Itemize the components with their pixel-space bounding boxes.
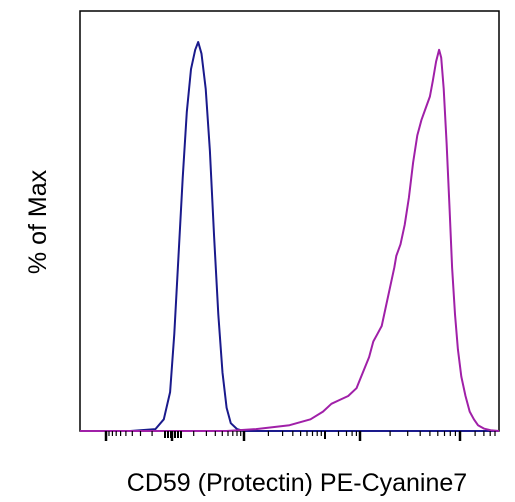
x-axis-title: CD59 (Protectin) PE-Cyanine7 bbox=[127, 469, 467, 497]
series-layer bbox=[80, 41, 500, 432]
y-axis-title: % of Max bbox=[24, 169, 52, 274]
histogram-series-1 bbox=[80, 41, 499, 432]
x-axis-ticks bbox=[104, 431, 496, 441]
histogram-series-2 bbox=[80, 48, 500, 432]
plot-frame bbox=[79, 10, 500, 432]
